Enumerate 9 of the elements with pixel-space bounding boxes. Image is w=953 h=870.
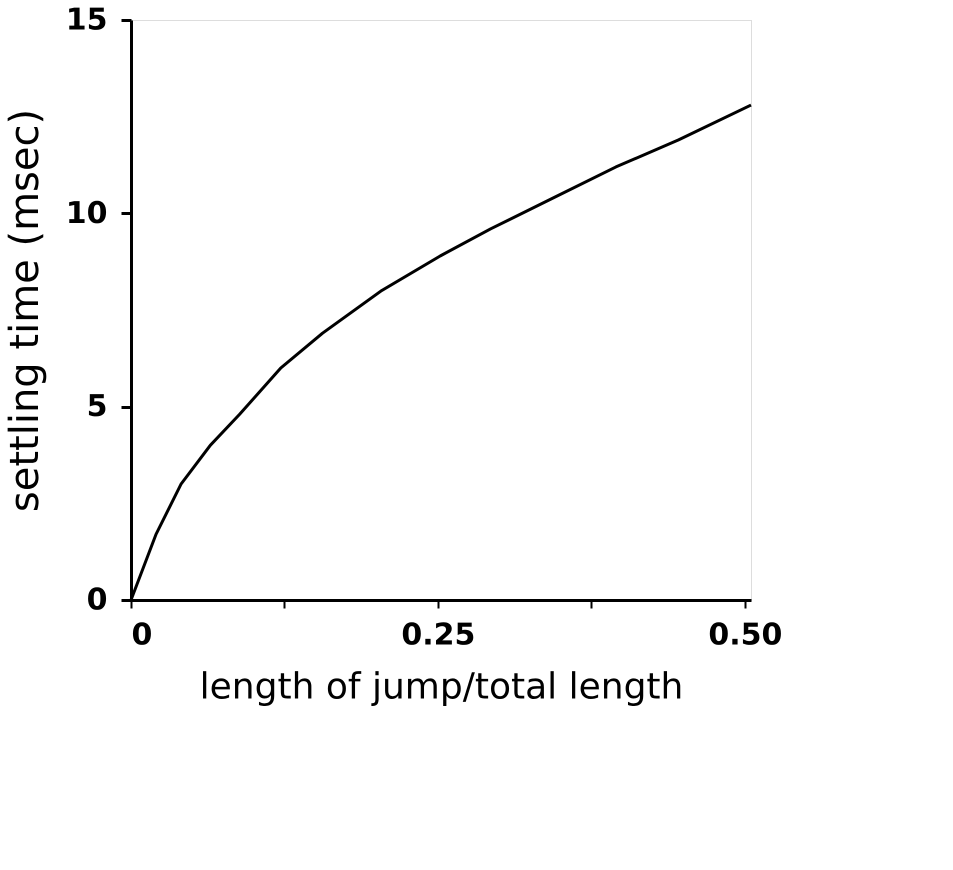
x-tick-label: 0 [132,618,152,652]
x-tick-label: 0.50 [708,618,782,652]
y-tick-label: 15 [66,2,108,38]
y-tick-label: 5 [86,389,108,424]
y-axis-title: settling time (msec) [2,108,48,512]
x-axis-title: length of jump/total length [200,666,684,708]
x-tick-label: 0.25 [401,618,476,652]
y-tick-label: 10 [66,196,108,231]
y-tick-label: 0 [86,582,108,618]
